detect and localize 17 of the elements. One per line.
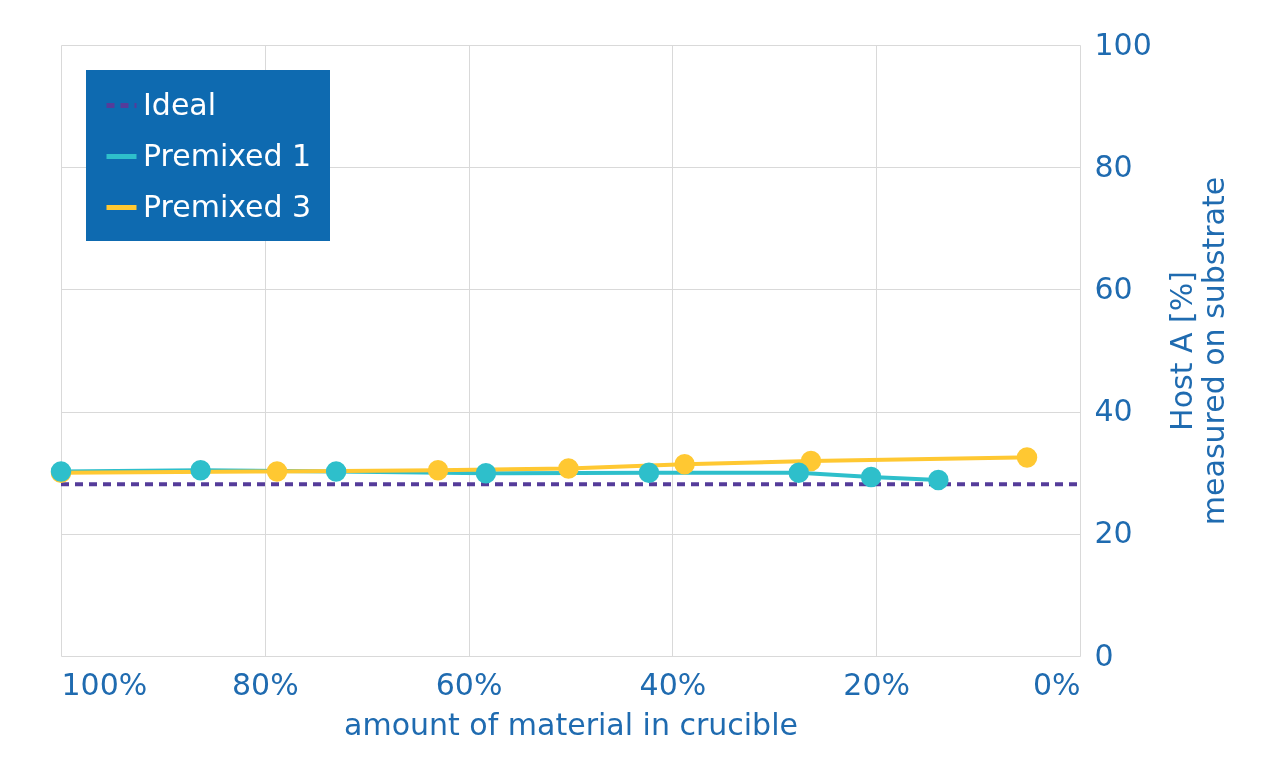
x-tick-label: 0% <box>1032 666 1081 702</box>
x-tick-label: 80% <box>231 666 299 702</box>
legend-label: Ideal <box>143 86 217 122</box>
y-tick-label: 60 <box>1094 270 1133 306</box>
y-tick-label: 20 <box>1094 515 1133 551</box>
y-tick-label: 100 <box>1094 26 1152 62</box>
x-axis-title: amount of material in crucible <box>344 706 798 742</box>
x-tick-label: 60% <box>435 666 503 702</box>
y-tick-label: 40 <box>1094 393 1133 429</box>
x-tick-label: 20% <box>843 666 911 702</box>
legend-label: Premixed 1 <box>143 137 312 173</box>
x-tick-label: 40% <box>639 666 707 702</box>
legend-label: Premixed 3 <box>143 188 312 224</box>
x-tick-label: 100% <box>61 666 148 702</box>
y-tick-label: 80 <box>1094 148 1133 184</box>
y-axis-title: Host A [%] measured on substrate <box>1163 176 1231 526</box>
y-tick-label: 0 <box>1094 637 1114 673</box>
